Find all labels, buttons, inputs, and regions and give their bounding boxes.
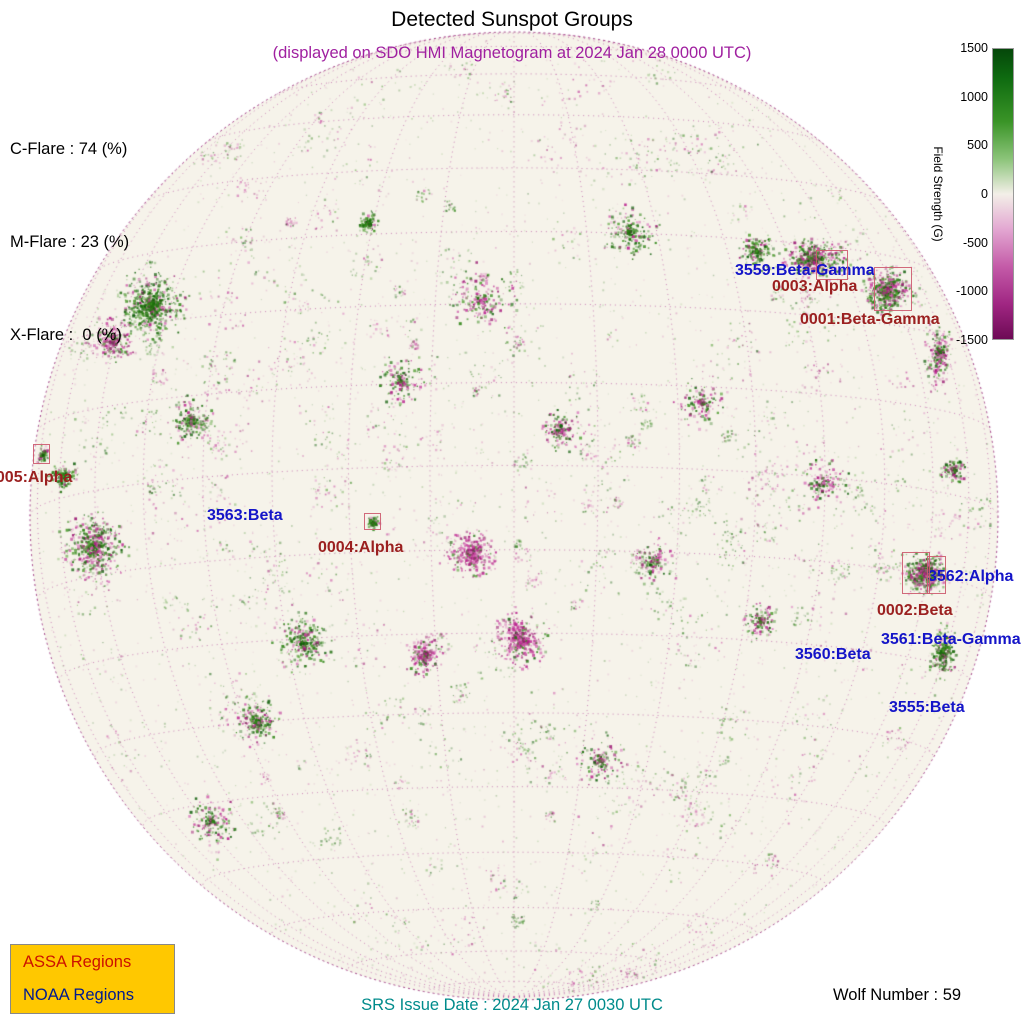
colorbar-tick-label: -1000: [956, 284, 988, 299]
c-flare-probability: C-Flare : 74 (%): [10, 140, 128, 158]
assa-region-label: 0003:Alpha: [772, 278, 858, 295]
wolf-number: Wolf Number : 59: [833, 986, 962, 1004]
sunspot-detection-box: [874, 267, 912, 311]
assa-region-label: 0001:Beta-Gamma: [800, 311, 940, 328]
colorbar-tick-label: 1000: [960, 89, 988, 104]
sunspot-detection-box: [927, 556, 946, 594]
figure-title: Detected Sunspot Groups: [391, 8, 633, 31]
colorbar-tick-label: -1500: [956, 333, 988, 347]
colorbar-tick-label: -500: [962, 235, 988, 250]
colorbar-gradient: [992, 48, 1014, 340]
flare-probabilities: C-Flare : 74 (%) M-Flare : 23 (%) X-Flar…: [10, 72, 129, 413]
x-flare-probability: X-Flare : 0 (%): [10, 326, 122, 344]
sunspot-detection-box: [364, 513, 381, 530]
m-flare-probability: M-Flare : 23 (%): [10, 233, 130, 251]
sunspot-detection-box: [902, 552, 930, 594]
assa-region-label: 0004:Alpha: [318, 539, 404, 556]
colorbar-tick-label: 0: [981, 187, 988, 201]
noaa-region-label: 3562:Alpha: [928, 568, 1014, 585]
srs-issue-date: SRS Issue Date : 2024 Jan 27 0030 UTC: [361, 996, 663, 1014]
colorbar-tick-label: 500: [967, 138, 988, 153]
noaa-region-label: 3559:Beta-Gamma: [735, 262, 875, 279]
legend-assa-label: ASSA Regions: [23, 953, 132, 971]
noaa-region-label: 3561:Beta-Gamma: [881, 631, 1021, 648]
assa-region-label: 0002:Beta: [877, 602, 953, 619]
noaa-region-label: 3555:Beta: [889, 699, 965, 716]
figure-subtitle: (displayed on SDO HMI Magnetogram at 202…: [272, 44, 752, 62]
colorbar-tick-label: 1500: [960, 41, 988, 55]
legend-box: ASSA Regions NOAA Regions: [10, 944, 175, 1014]
noaa-region-label: 3560:Beta: [795, 646, 871, 663]
colorbar-axis-label: Field Strength (G): [931, 146, 945, 242]
sunspot-detection-box: [33, 444, 50, 464]
noaa-region-label: 3563:Beta: [207, 507, 283, 524]
legend-noaa-label: NOAA Regions: [23, 986, 134, 1004]
sunspot-detection-box: [816, 250, 848, 280]
